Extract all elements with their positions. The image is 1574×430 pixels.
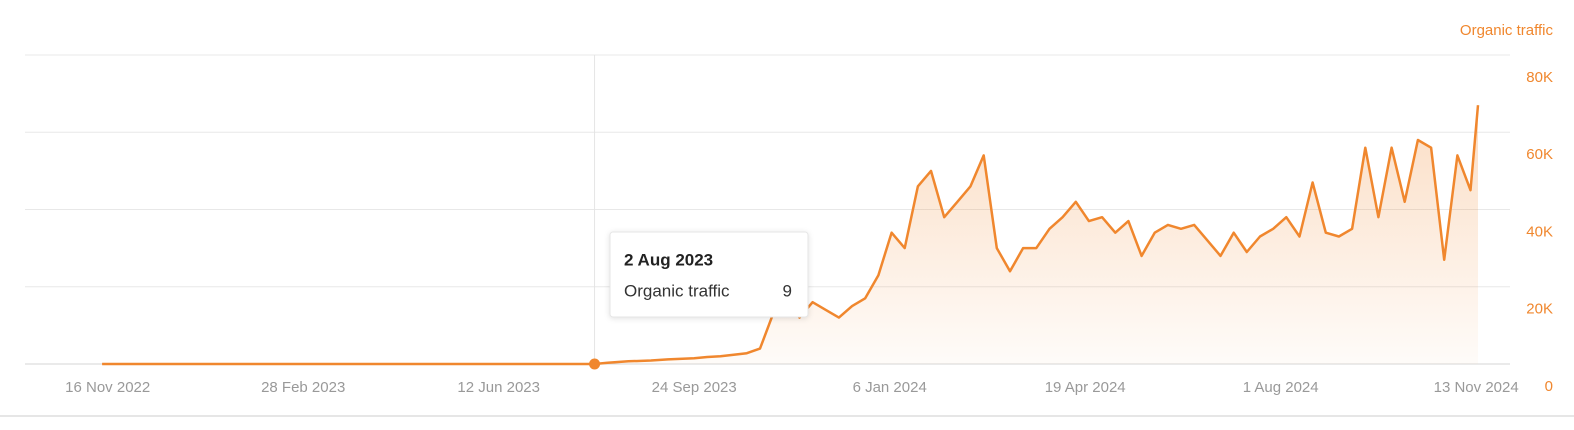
tooltip: 2 Aug 2023 Organic traffic 9 xyxy=(609,231,809,318)
tooltip-box xyxy=(609,231,809,318)
y-tick-label: 80K xyxy=(1526,69,1553,86)
tooltip-value: 9 xyxy=(783,281,792,300)
hover-point xyxy=(589,358,601,370)
x-tick-label: 24 Sep 2023 xyxy=(652,379,737,396)
y-axis-title: Organic traffic xyxy=(1460,22,1554,39)
x-tick-label: 16 Nov 2022 xyxy=(65,379,150,396)
x-tick-label: 13 Nov 2024 xyxy=(1434,379,1519,396)
y-tick-label: 40K xyxy=(1526,223,1553,240)
x-tick-label: 19 Apr 2024 xyxy=(1045,379,1126,396)
line xyxy=(102,105,1480,366)
tooltip-title: 2 Aug 2023 xyxy=(624,250,713,269)
x-tick-label: 6 Jan 2024 xyxy=(853,379,927,396)
x-tick-label: 12 Jun 2023 xyxy=(457,379,540,396)
y-tick-label: 60K xyxy=(1526,146,1553,163)
area xyxy=(102,105,1479,364)
y-tick-label: 0 xyxy=(1545,378,1553,395)
tooltip-label: Organic traffic xyxy=(624,281,730,300)
x-tick-label: 28 Feb 2023 xyxy=(261,379,345,396)
x-tick-label: 1 Aug 2024 xyxy=(1243,379,1319,396)
y-tick-label: 20K xyxy=(1526,301,1553,318)
